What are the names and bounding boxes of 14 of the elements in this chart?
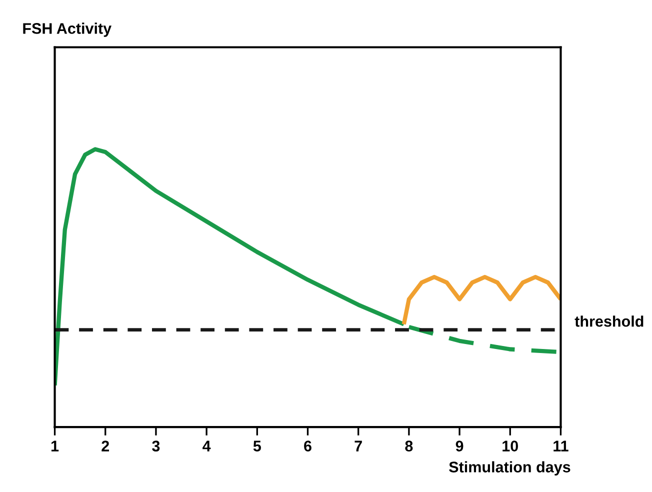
x-tick-label: 1: [51, 440, 59, 452]
x-tick-label: 4: [202, 440, 211, 452]
x-tick-label: 8: [405, 440, 413, 452]
x-tick-label: 2: [102, 440, 109, 452]
text: FSH Activity: [23, 22, 112, 37]
x-tick-label: 3: [152, 440, 160, 452]
x-tick-label: 6: [304, 440, 312, 452]
x-tick-label: 10: [502, 440, 518, 452]
ref-line-label: threshold: [574, 316, 644, 327]
x-axis-title: Stimulation days: [449, 461, 570, 476]
x-tick-label: 7: [354, 440, 362, 452]
x-tick-label: 11: [554, 440, 568, 452]
x-tick-label: 5: [253, 440, 261, 452]
x-tick-label: 9: [456, 440, 464, 452]
